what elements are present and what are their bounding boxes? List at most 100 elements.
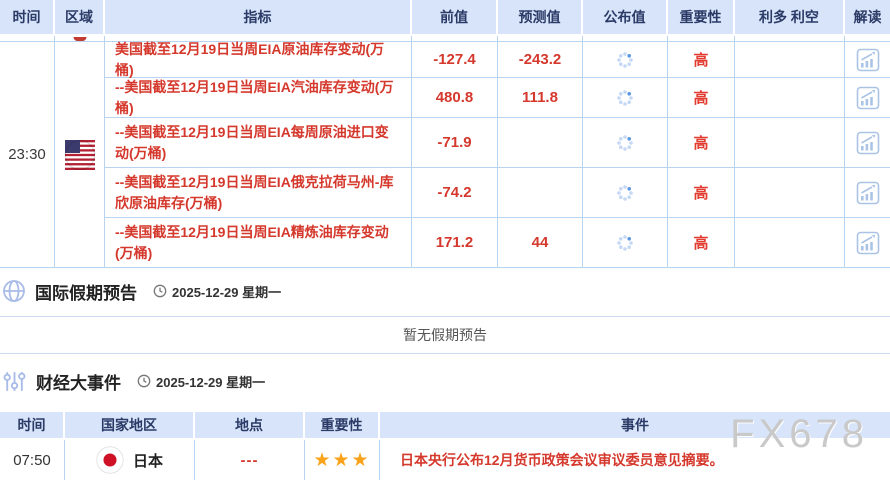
bull-bear-cell [735, 42, 845, 77]
holiday-empty-row: 暂无假期预告 [0, 316, 890, 354]
loading-spinner-icon [616, 51, 634, 69]
forecast-value: -243.2 [498, 42, 583, 77]
indicator-row[interactable]: --美国截至12月19日当周EIA汽油库存变动(万桶) 480.8 111.8 … [105, 78, 890, 118]
importance-badge: 高 [668, 118, 735, 167]
forecast-value [498, 118, 583, 167]
chart-icon[interactable] [856, 181, 880, 205]
indicator-cell[interactable]: --美国截至12月19日当周EIA精炼油库存变动(万桶) [105, 218, 412, 267]
time-group-2330: 23:30 美国截至12月19日当周EIA原油库存变动(万桶) -127.4 -… [0, 41, 890, 268]
indicator-label: --美国截至12月19日当周EIA汽油库存变动(万桶) [115, 78, 394, 116]
economic-calendar-table: 时间 区域 指标 前值 预测值 公布值 重要性 利多 利空 解读 23:30 美… [0, 0, 890, 268]
us-flag-icon [65, 140, 95, 170]
indicator-label: 美国截至12月19日当周EIA原油库存变动(万桶) [115, 40, 385, 78]
events-section-date: 2025-12-29 星期一 [137, 372, 265, 391]
group-time: 23:30 [8, 146, 46, 163]
loading-spinner-icon [616, 184, 634, 202]
bull-bear-cell [735, 118, 845, 167]
indicator-row[interactable]: --美国截至12月19日当周EIA俄克拉荷马州-库欣原油库存(万桶) -74.2… [105, 168, 890, 218]
interpret-cell[interactable] [845, 168, 890, 217]
header-forecast: 预测值 [498, 0, 583, 34]
event-location: --- [195, 440, 305, 480]
holiday-empty-text: 暂无假期预告 [403, 327, 487, 343]
actual-value-cell [583, 168, 668, 217]
bull-bear-cell [735, 168, 845, 217]
indicator-cell[interactable]: --美国截至12月19日当周EIA每周原油进口变动(万桶) [105, 118, 412, 167]
event-importance-stars: ★★★ [305, 440, 380, 480]
event-country-cell: 日本 [65, 440, 195, 480]
indicator-row[interactable]: --美国截至12月19日当周EIA每周原油进口变动(万桶) -71.9 高 [105, 118, 890, 168]
interpret-cell[interactable] [845, 118, 890, 167]
group-time-cell: 23:30 [0, 42, 55, 267]
interpret-cell[interactable] [845, 78, 890, 117]
header-location: 地点 [195, 412, 305, 438]
importance-badge: 高 [668, 78, 735, 117]
header-bull-bear: 利多 利空 [735, 0, 845, 34]
clock-icon [137, 374, 151, 388]
holiday-section-header: 国际假期预告 2025-12-29 星期一 [2, 276, 890, 306]
clipped-previous-row [0, 36, 890, 42]
previous-value: 171.2 [412, 218, 498, 267]
events-table: 时间 国家地区 地点 重要性 事件 07:50 日本 --- ★★★ 日本央行公… [0, 412, 890, 480]
event-row[interactable]: 07:50 日本 --- ★★★ 日本央行公布12月货币政策会议审议委员意见摘要… [0, 440, 890, 480]
japan-flag-icon [96, 446, 124, 474]
star-icons: ★★★ [313, 449, 371, 471]
importance-badge: 高 [668, 168, 735, 217]
chart-icon[interactable] [856, 86, 880, 110]
events-sliders-icon [2, 369, 27, 394]
indicator-label: --美国截至12月19日当周EIA俄克拉荷马州-库欣原油库存(万桶) [115, 173, 394, 211]
loading-spinner-icon [616, 89, 634, 107]
events-section-title: 财经大事件 [36, 373, 121, 393]
actual-value-cell [583, 42, 668, 77]
header-interpret: 解读 [845, 0, 890, 34]
calendar-header-row: 时间 区域 指标 前值 预测值 公布值 重要性 利多 利空 解读 [0, 0, 890, 34]
previous-value: -127.4 [412, 42, 498, 77]
header-event-importance: 重要性 [305, 412, 380, 438]
chart-icon[interactable] [856, 131, 880, 155]
indicator-rows: 美国截至12月19日当周EIA原油库存变动(万桶) -127.4 -243.2 … [105, 41, 890, 267]
bull-bear-cell [735, 78, 845, 117]
actual-value-cell [583, 78, 668, 117]
header-country-region: 国家地区 [65, 412, 195, 438]
bull-bear-cell [735, 218, 845, 267]
header-event-time: 时间 [0, 412, 65, 438]
header-indicator: 指标 [105, 0, 412, 34]
actual-value-cell [583, 218, 668, 267]
previous-value: -74.2 [412, 168, 498, 217]
previous-value: -71.9 [412, 118, 498, 167]
loading-spinner-icon [616, 134, 634, 152]
interpret-cell[interactable] [845, 218, 890, 267]
event-country-name: 日本 [132, 452, 163, 470]
forecast-value [498, 168, 583, 217]
indicator-cell[interactable]: 美国截至12月19日当周EIA原油库存变动(万桶) [105, 41, 412, 78]
indicator-row[interactable]: 美国截至12月19日当周EIA原油库存变动(万桶) -127.4 -243.2 … [105, 41, 890, 78]
clock-icon [153, 284, 167, 298]
importance-badge: 高 [668, 42, 735, 77]
indicator-cell[interactable]: --美国截至12月19日当周EIA俄克拉荷马州-库欣原油库存(万桶) [105, 168, 412, 217]
partial-flag [73, 37, 86, 41]
header-event: 事件 [380, 412, 890, 438]
loading-spinner-icon [616, 234, 634, 252]
importance-badge: 高 [668, 218, 735, 267]
header-actual: 公布值 [583, 0, 668, 34]
forecast-value: 44 [498, 218, 583, 267]
indicator-cell[interactable]: --美国截至12月19日当周EIA汽油库存变动(万桶) [105, 78, 412, 117]
holiday-section-title: 国际假期预告 [35, 283, 137, 303]
header-previous: 前值 [412, 0, 498, 34]
chart-icon[interactable] [856, 231, 880, 255]
events-section-header: 财经大事件 2025-12-29 星期一 [2, 366, 890, 396]
interpret-cell[interactable] [845, 42, 890, 77]
indicator-label: --美国截至12月19日当周EIA每周原油进口变动(万桶) [115, 123, 389, 161]
previous-value: 480.8 [412, 78, 498, 117]
header-region: 区域 [55, 0, 105, 34]
events-header-row: 时间 国家地区 地点 重要性 事件 [0, 412, 890, 438]
header-time: 时间 [0, 0, 55, 34]
indicator-label: --美国截至12月19日当周EIA精炼油库存变动(万桶) [115, 223, 389, 261]
forecast-value: 111.8 [498, 78, 583, 117]
group-region-cell [55, 42, 105, 267]
actual-value-cell [583, 118, 668, 167]
globe-icon [2, 279, 26, 303]
event-time: 07:50 [0, 440, 65, 480]
indicator-row[interactable]: --美国截至12月19日当周EIA精炼油库存变动(万桶) 171.2 44 高 [105, 218, 890, 267]
event-description[interactable]: 日本央行公布12月货币政策会议审议委员意见摘要。 [400, 452, 724, 468]
chart-icon[interactable] [856, 48, 880, 72]
